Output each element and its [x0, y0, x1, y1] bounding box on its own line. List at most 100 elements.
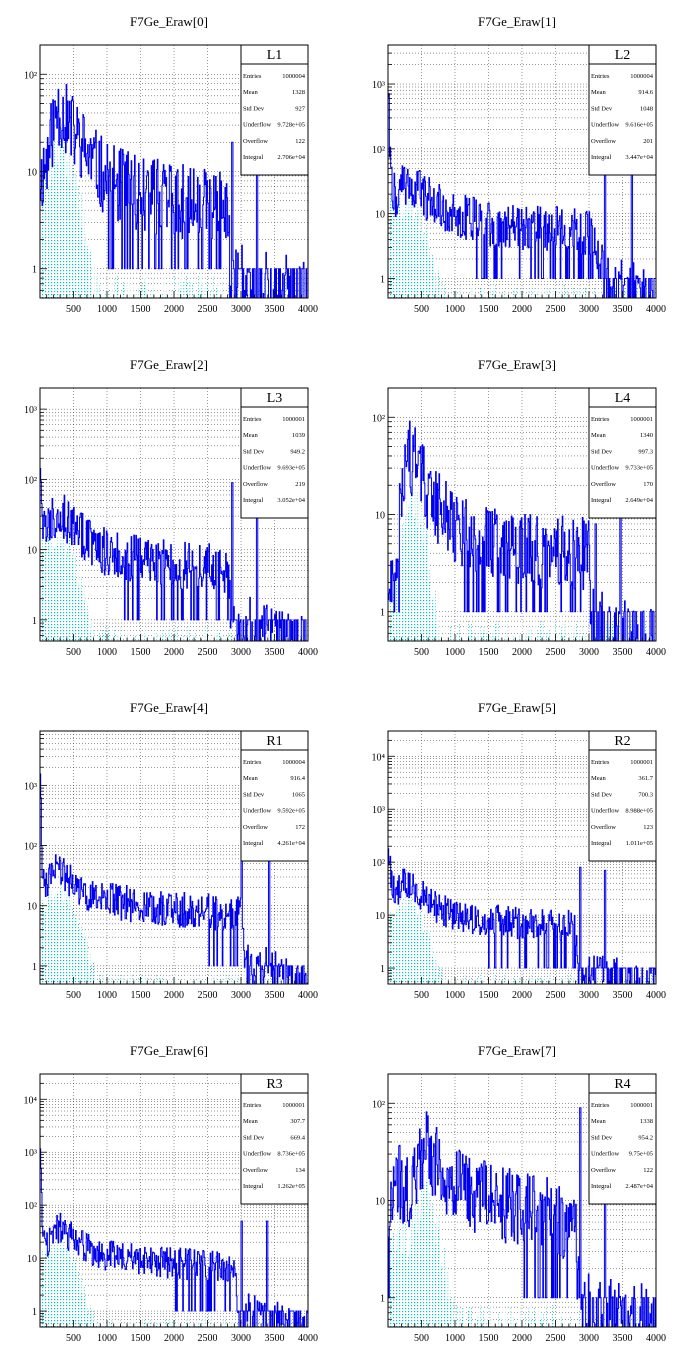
x-tick-label: 2000: [164, 990, 184, 1001]
y-tick-label: 10³: [372, 805, 385, 816]
y-tick-label: 1: [32, 616, 37, 627]
x-tick-label: 500: [66, 647, 81, 658]
x-tick-label: 4000: [646, 1333, 666, 1344]
y-tick-label: 10²: [372, 1099, 385, 1110]
histogram-line: [40, 84, 308, 298]
histogram-line: [40, 773, 308, 984]
y-tick-label: 10³: [24, 1148, 37, 1159]
y-tick-label: 10: [27, 546, 37, 557]
stats-value: 3.447e+04: [625, 154, 653, 161]
stats-key: Std Dev: [591, 448, 613, 455]
stats-key: Integral: [591, 840, 611, 847]
x-tick-label: 500: [414, 647, 429, 658]
stats-value: 914.6: [638, 89, 653, 96]
x-tick-label: 500: [414, 990, 429, 1001]
stats-key: Underflow: [591, 122, 619, 129]
stats-value: 1338: [640, 1118, 653, 1125]
stats-box-frame: [240, 387, 309, 519]
x-tick-label: 500: [414, 304, 429, 315]
stats-box: R1 Entries 1000004 Mean 916.4 Std Dev 1065 Unde…: [240, 730, 309, 862]
y-tick-label: 1: [380, 1294, 385, 1305]
stats-value: 1000001: [282, 416, 305, 423]
stats-key: Overflow: [243, 1167, 268, 1174]
stats-key: Mean: [243, 432, 259, 439]
x-tick-label: 4000: [298, 647, 318, 658]
y-tick-label: 10²: [24, 842, 37, 853]
stats-value: 1048: [640, 105, 653, 112]
stats-key: Underflow: [243, 808, 271, 815]
y-tick-label: 1: [32, 962, 37, 973]
chart-panel-7: F7Ge_Eraw[7] 1 10 10² 500 1000 1500 2000 2500 300…: [372, 1043, 666, 1344]
stats-key: Underflow: [591, 808, 619, 815]
y-tick-label: 10²: [24, 1201, 37, 1212]
stats-key: Underflow: [243, 465, 271, 472]
stats-key: Overflow: [591, 824, 616, 831]
stats-key: Entries: [243, 416, 262, 423]
x-tick-label: 500: [66, 990, 81, 1001]
stats-key: Integral: [243, 154, 263, 161]
stats-value: 9.75e+05: [629, 1151, 653, 1158]
x-tick-label: 3500: [613, 1333, 633, 1344]
x-tick-label: 3500: [613, 304, 633, 315]
y-tick-label: 10³: [24, 781, 37, 792]
stats-key: Entries: [591, 759, 610, 766]
stats-value: 4.261e+04: [277, 840, 305, 847]
stats-value: 172: [295, 824, 305, 831]
stats-value: 997.3: [638, 448, 653, 455]
x-tick-label: 2500: [546, 1333, 566, 1344]
stats-value: 2.649e+04: [625, 497, 653, 504]
x-tick-label: 4000: [298, 1333, 318, 1344]
stats-key: Std Dev: [243, 448, 265, 455]
y-tick-label: 10: [27, 1254, 37, 1265]
chart-title: F7Ge_Eraw[0]: [130, 14, 208, 29]
x-tick-label: 1500: [131, 990, 151, 1001]
stats-value: 1000001: [630, 759, 653, 766]
chart-title: F7Ge_Eraw[5]: [478, 700, 556, 715]
x-tick-label: 2000: [512, 990, 532, 1001]
stats-key: Std Dev: [591, 105, 613, 112]
stats-box: R4 Entries 1000001 Mean 1338 Std Dev 954.2 Unde…: [588, 1073, 657, 1205]
x-tick-label: 2500: [198, 1333, 218, 1344]
chart-title: F7Ge_Eraw[3]: [478, 357, 556, 372]
stats-box-frame: [240, 1073, 309, 1205]
stats-title: L2: [615, 48, 631, 63]
stats-key: Entries: [243, 759, 262, 766]
stats-title: R1: [266, 734, 282, 749]
stats-key: Underflow: [591, 1151, 619, 1158]
y-tick-label: 10²: [24, 475, 37, 486]
y-tick-label: 1: [380, 964, 385, 975]
x-tick-label: 500: [414, 1333, 429, 1344]
stats-value: 1039: [292, 432, 305, 439]
stats-key: Integral: [243, 840, 263, 847]
stats-key: Std Dev: [591, 1134, 613, 1141]
stats-value: 1000001: [630, 416, 653, 423]
x-tick-label: 1000: [97, 304, 117, 315]
x-tick-label: 1000: [445, 990, 465, 1001]
x-tick-label: 1500: [131, 1333, 151, 1344]
x-tick-label: 3500: [613, 990, 633, 1001]
stats-value: 9.728e+05: [277, 122, 305, 129]
x-tick-label: 3000: [579, 647, 599, 658]
histogram-line: [388, 1107, 656, 1327]
stats-value: 1.262e+05: [277, 1183, 305, 1190]
histogram-fill: [40, 817, 308, 984]
stats-value: 1328: [292, 89, 305, 96]
stats-value: 122: [295, 138, 305, 145]
x-tick-label: 2000: [164, 304, 184, 315]
stats-key: Underflow: [243, 1151, 271, 1158]
chart-title: F7Ge_Eraw[4]: [130, 700, 208, 715]
y-tick-label: 10: [375, 210, 385, 221]
stats-value: 1000001: [630, 1102, 653, 1109]
x-tick-label: 3500: [265, 1333, 285, 1344]
histogram-fill: [40, 504, 308, 641]
y-tick-label: 10: [375, 911, 385, 922]
stats-value: 954.2: [638, 1134, 653, 1141]
chart-panel-0: F7Ge_Eraw[0] 1 10 10² 500 1000 1500 2000 2500 300…: [24, 14, 318, 315]
stats-key: Integral: [243, 497, 263, 504]
stats-key: Mean: [243, 1118, 259, 1125]
stats-key: Integral: [591, 497, 611, 504]
stats-key: Overflow: [243, 138, 268, 145]
stats-value: 9.693e+05: [277, 465, 305, 472]
chart-panel-1: F7Ge_Eraw[1] 1 10 10² 10³ 500 1000 1500 2000 2500…: [372, 14, 666, 315]
